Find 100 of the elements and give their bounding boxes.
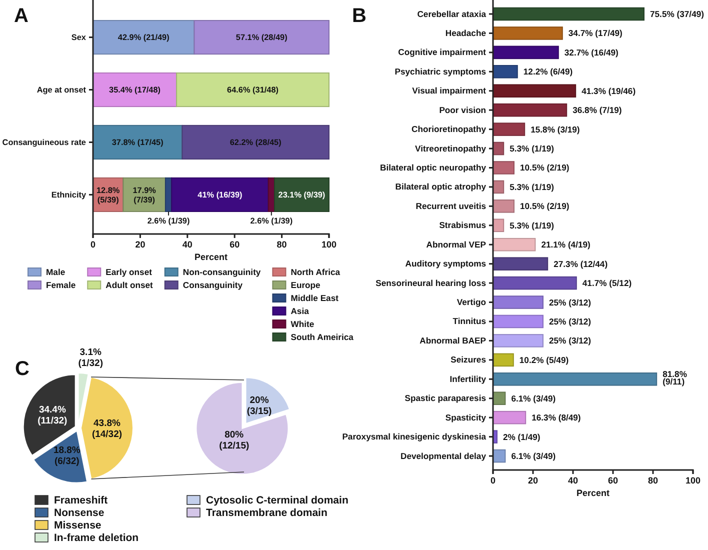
chart-title: B (352, 5, 366, 27)
bar (492, 296, 544, 309)
legend-label: Europe (290, 280, 321, 290)
y-tick-label: Cognitive impairment (398, 47, 486, 58)
data-label: 16.3% (8/49) (532, 412, 581, 423)
y-tick-label: Tinnitus (452, 316, 486, 326)
data-label: 81.8% (9/11) (662, 368, 688, 386)
legend-label: Male (46, 267, 66, 278)
legend-label: Asia (290, 306, 310, 316)
y-tick-label: Age at onset (36, 85, 86, 94)
data-label: 57.1% (28/49) (236, 33, 288, 42)
y-tick-label: Cerebellar ataxia (417, 8, 486, 19)
data-label: 5.3% (1/19) (510, 220, 554, 230)
x-axis-title: Percent (194, 252, 228, 262)
data-label: 5.3% (1/19) (510, 182, 554, 192)
bar (492, 26, 563, 40)
bar (492, 200, 514, 213)
data-label: 3.1% (1/32) (78, 346, 104, 369)
y-tick-label: Visual impairment (412, 86, 486, 96)
data-label: 10.5% (2/19) (520, 162, 570, 173)
y-tick-label: Headache (445, 28, 486, 38)
y-tick-label: Bilateral optic neuropathy (380, 162, 486, 172)
data-label: 10.2% (5/49) (519, 354, 569, 365)
y-tick-label: Paroxysmal kinesigenic dyskinesia (342, 432, 486, 442)
data-label: 34.7% (17/49) (568, 28, 623, 38)
y-tick-label: Seizures (450, 354, 486, 365)
data-label: 2% (1/49) (503, 432, 540, 442)
data-label: 42.9% (21/49) (118, 33, 170, 42)
data-label: 25% (3/12) (549, 336, 592, 346)
data-label: 10.5% (2/19) (520, 201, 570, 212)
legend-label: Missense (54, 520, 102, 532)
legend-label: Middle East (290, 293, 339, 304)
data-label: 41.3% (19/46) (582, 86, 636, 96)
y-tick-label: Auditory symptoms (405, 258, 486, 269)
x-axis-title: Percent (576, 488, 610, 498)
x-tick-label: 0 (490, 475, 496, 486)
y-tick-label: Recurrent uveitis (416, 200, 486, 211)
data-label: 64.6% (31/48) (227, 86, 279, 95)
data-label: 21.1% (4/19) (541, 240, 591, 250)
data-label: 75.5% (37/49) (650, 9, 704, 20)
bar (492, 372, 658, 386)
data-label: 12.2% (6/49) (523, 66, 573, 77)
data-label: 62.2% (28/45) (230, 138, 282, 148)
bar (492, 238, 536, 252)
data-label: 17.9% (7/39) (132, 186, 157, 204)
bar (492, 7, 644, 21)
data-label: 6.1% (3/49) (511, 393, 556, 404)
data-label: 25% (3/12) (549, 316, 592, 326)
legend-label: Frameshift (54, 494, 108, 507)
text: C (15, 358, 30, 380)
y-tick-label: Poor vision (439, 104, 486, 115)
y-tick-label: Psychiatric symptoms (394, 66, 486, 76)
bar (492, 410, 526, 424)
x-tick-label: 40 (568, 475, 578, 486)
y-tick-label: Vertigo (456, 297, 486, 308)
data-label: 25% (3/12) (549, 297, 592, 308)
bar (492, 84, 576, 98)
data-label: 41% (16/39) (198, 190, 243, 200)
y-tick-label: Strabismus (439, 220, 486, 230)
bar (492, 353, 514, 367)
legend-label: Transmembrane domain (206, 507, 328, 520)
y-tick-label: Sensorineural hearing loss (376, 278, 486, 288)
data-label: 37.8% (17/45) (112, 138, 164, 148)
data-label: 35.4% (17/48) (109, 86, 161, 95)
data-label: 43.8% (14/32) (92, 418, 122, 440)
x-tick-label: 100 (685, 475, 701, 486)
legend-label: Cytosolic C-terminal domain (206, 494, 348, 507)
data-label: 15.8% (3/19) (530, 124, 580, 134)
data-label: 36.8% (7/19) (572, 105, 622, 116)
bar (492, 314, 544, 328)
data-label: 2.6% (1/39) (250, 216, 293, 226)
data-label: 6.1% (3/49) (511, 451, 556, 462)
x-tick-label: 80 (648, 475, 658, 486)
y-tick-label: Spastic paraparesis (404, 393, 486, 404)
data-label: 5.3% (1/19) (510, 144, 554, 154)
x-tick-label: 40 (182, 239, 192, 250)
y-tick-label: Ethnicity (51, 190, 86, 200)
bar (492, 103, 568, 117)
bar (492, 161, 514, 174)
x-tick-label: 80 (276, 239, 287, 250)
legend-label: Female (46, 280, 76, 290)
x-tick-label: 60 (230, 239, 240, 250)
legend-label: White (290, 319, 314, 330)
bar (492, 257, 548, 270)
data-label: 27.3% (12/44) (554, 258, 608, 269)
legend-label: South Ameirica (290, 332, 354, 342)
legend-label: Adult onset (106, 280, 154, 290)
bar (492, 276, 577, 290)
x-tick-label: 0 (90, 239, 96, 250)
y-tick-label: Abnormal BAEP (420, 335, 486, 346)
data-label: 80% (12/15) (219, 430, 250, 452)
chart-title: A (14, 5, 28, 27)
data-label: 18.8% (6/32) (53, 444, 81, 467)
y-tick-label: Consanguineous rate (2, 138, 86, 147)
x-tick-label: 60 (608, 475, 618, 486)
data-label: 12.8% (5/39) (96, 186, 120, 204)
y-tick-label: Sex (71, 32, 86, 42)
legend-label: Nonsense (54, 507, 104, 520)
legend-label: Early onset (106, 267, 152, 278)
x-tick-label: 20 (135, 239, 146, 250)
